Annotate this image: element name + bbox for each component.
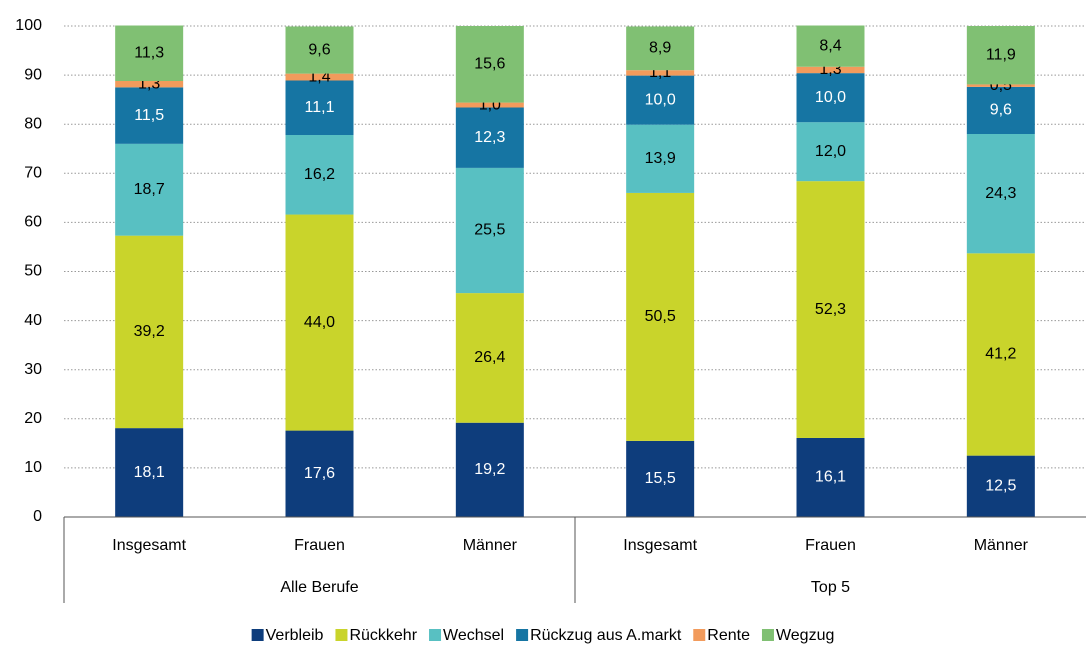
bar-segment [966, 86, 1035, 135]
bar-segment [626, 124, 695, 193]
bar-segment [455, 102, 524, 108]
x-tick-label: Frauen [294, 537, 345, 554]
legend-marker [693, 629, 706, 641]
value-label: 12,0 [815, 143, 846, 160]
y-tick-label: 40 [24, 312, 42, 329]
legend-label: Rente [707, 627, 750, 644]
value-label: 11,1 [305, 99, 335, 116]
bar-segment [966, 84, 1035, 87]
bar-segment [626, 440, 695, 517]
bar-segment [626, 192, 695, 441]
y-tick-label: 10 [24, 459, 42, 476]
y-tick-label: 60 [24, 214, 42, 231]
x-tick-label: Insgesamt [623, 537, 697, 554]
value-label: 9,6 [308, 41, 330, 58]
bar-segment [796, 73, 865, 123]
value-label: 50,5 [645, 308, 676, 325]
x-tick-label: Männer [974, 537, 1029, 554]
y-tick-label: 50 [24, 263, 42, 280]
legend-label: Rückkehr [349, 627, 417, 644]
legend-label: Wegzug [776, 627, 834, 644]
value-label: 26,4 [474, 349, 505, 366]
bar-segment [796, 66, 865, 74]
value-label: 12,5 [985, 478, 1016, 495]
bar-segment [966, 253, 1035, 456]
bar-segment [115, 25, 184, 81]
value-label: 13,9 [645, 150, 676, 167]
value-label: 12,3 [474, 129, 505, 146]
bar-segment [796, 122, 865, 182]
y-tick-label: 90 [24, 66, 42, 83]
bar-segment [285, 26, 354, 74]
y-tick-label: 100 [15, 17, 42, 34]
value-label: 16,2 [304, 166, 335, 183]
bar-segment [285, 214, 354, 431]
value-label: 10,0 [645, 91, 676, 108]
value-label: 16,1 [815, 469, 846, 486]
value-label: 9,6 [990, 102, 1012, 119]
bar-segment [966, 455, 1035, 517]
bar-segment [796, 25, 865, 67]
value-label: 44,0 [304, 314, 335, 331]
value-label: 24,3 [985, 185, 1016, 202]
y-tick-label: 20 [24, 410, 42, 427]
bar-segment [796, 181, 865, 438]
legend-marker [761, 629, 774, 641]
bar-segment [115, 235, 184, 429]
value-label: 8,9 [649, 40, 671, 57]
bar-segment [455, 167, 524, 294]
value-label: 8,4 [819, 37, 841, 54]
value-label: 11,9 [986, 46, 1016, 63]
value-label: 52,3 [815, 301, 846, 318]
group-label: Alle Berufe [280, 579, 358, 596]
value-label: 10,0 [815, 89, 846, 106]
value-label: 39,2 [134, 323, 165, 340]
bar-segment [455, 293, 524, 423]
legend-marker [516, 629, 529, 641]
bar-segment [285, 135, 354, 215]
bar-segment [966, 134, 1035, 254]
bar-segment [115, 80, 184, 88]
bar-segment [115, 87, 184, 144]
bar-segment [285, 80, 354, 136]
value-label: 25,5 [474, 222, 505, 239]
bar-segment [285, 73, 354, 81]
bar-segment [115, 428, 184, 517]
value-label: 41,2 [985, 346, 1016, 363]
bar-segment [796, 437, 865, 517]
bar-segment [626, 26, 695, 71]
bar-segment [455, 422, 524, 517]
bar-segment [285, 430, 354, 517]
legend-marker [251, 629, 264, 641]
bar-segment [966, 26, 1035, 85]
legend-marker [335, 629, 348, 641]
x-tick-label: Männer [463, 537, 518, 554]
bar-segment [626, 70, 695, 76]
legend-label: Wechsel [443, 627, 504, 644]
value-label: 18,7 [134, 181, 165, 198]
bar-segment [455, 26, 524, 103]
x-tick-label: Insgesamt [112, 537, 186, 554]
legend-label: Rückzug aus A.markt [530, 627, 682, 644]
y-tick-label: 70 [24, 165, 42, 182]
value-label: 15,6 [474, 56, 505, 73]
x-tick-label: Frauen [805, 537, 856, 554]
bar-segment [115, 143, 184, 236]
legend-marker [429, 629, 442, 641]
y-tick-label: 0 [33, 508, 42, 525]
legend-label: Verbleib [266, 627, 324, 644]
value-label: 11,3 [134, 44, 164, 61]
value-label: 17,6 [304, 465, 335, 482]
bar-segment [626, 75, 695, 125]
value-label: 18,1 [134, 464, 165, 481]
bar-segment [455, 107, 524, 168]
y-tick-label: 30 [24, 361, 42, 378]
value-label: 19,2 [474, 461, 505, 478]
group-label: Top 5 [811, 579, 850, 596]
value-label: 11,5 [134, 107, 164, 124]
y-tick-label: 80 [24, 115, 42, 132]
value-label: 15,5 [645, 470, 676, 487]
